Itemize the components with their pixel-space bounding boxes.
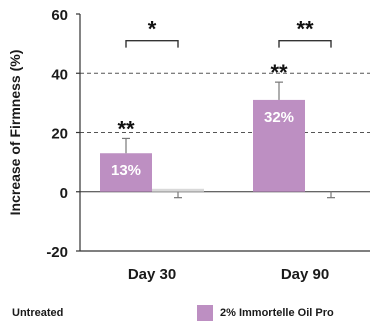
x-tick-label: Day 30 <box>128 266 176 283</box>
significance-bracket-label: ** <box>296 17 314 42</box>
significance-bracket <box>278 39 332 48</box>
legend-label-untreated: Untreated <box>12 307 64 319</box>
y-axis-title: Increase of Firmness (%) <box>7 50 23 216</box>
significance-bracket-label: * <box>148 17 157 42</box>
bar-untreated <box>152 188 204 192</box>
legend-item-untreated: Untreated <box>12 303 63 323</box>
y-tick-label: -20 <box>46 244 68 261</box>
legend-item-treated: 2% Immortelle Oil Pro <box>197 303 334 323</box>
significance-bracket <box>125 39 179 48</box>
y-tick-label: 40 <box>51 66 68 83</box>
y-tick-label: 60 <box>51 7 68 24</box>
legend-label-treated: 2% Immortelle Oil Pro <box>220 307 334 319</box>
significance-marker: ** <box>270 60 288 85</box>
x-tick-label: Day 90 <box>281 266 329 283</box>
bar-value-label: 32% <box>264 109 294 126</box>
y-tick-label: 0 <box>60 185 68 202</box>
y-tick-label: 20 <box>51 126 68 143</box>
legend-swatch-treated <box>197 305 213 321</box>
bar-treated <box>100 153 152 192</box>
significance-marker: ** <box>117 116 135 141</box>
bar-value-label: 13% <box>111 162 141 179</box>
bar-treated <box>253 99 305 192</box>
